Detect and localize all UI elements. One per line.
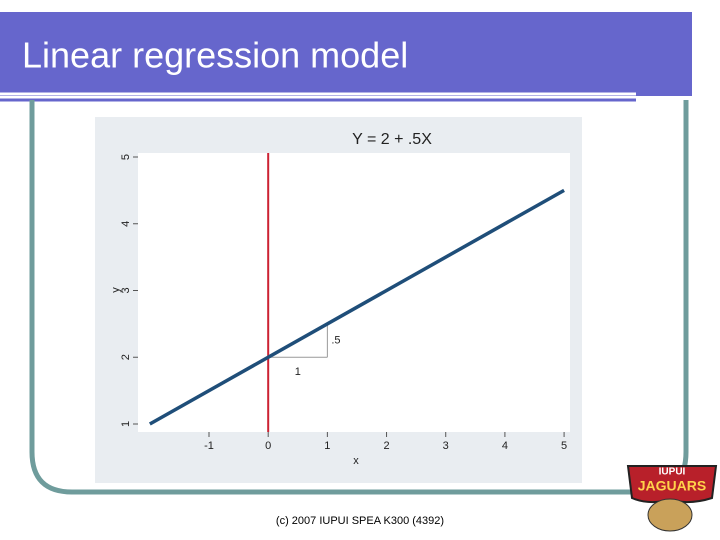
y-tick-label: 2: [120, 354, 132, 360]
logo-text: IUPUI: [659, 467, 686, 478]
x-tick-label: 1: [324, 440, 330, 452]
logo: IUPUI JAGUARS: [626, 465, 718, 532]
chart-title: Y = 2 + .5X: [352, 131, 432, 148]
x-tick-label: 0: [265, 440, 271, 452]
y-tick-label: 1: [120, 421, 132, 427]
x-tick-label: 5: [561, 440, 567, 452]
title-bar: [0, 12, 692, 96]
x-tick-label: -1: [204, 440, 214, 452]
x-tick-label: 2: [383, 440, 389, 452]
slide-title: Linear regression model: [22, 35, 408, 76]
y-tick-label: 3: [120, 287, 132, 293]
slope-rise-label: .5: [331, 334, 340, 346]
logo-jaguar: [647, 498, 693, 532]
slope-run-label: 1: [295, 366, 301, 378]
x-axis-label: x: [353, 455, 359, 467]
footer: (c) 2007 IUPUI SPEA K300 (4392): [276, 515, 444, 527]
y-tick-label: 5: [120, 154, 132, 160]
y-tick-label: 4: [120, 221, 132, 227]
x-tick-label: 4: [502, 440, 508, 452]
y-axis-label: y: [110, 287, 122, 293]
regression-line: [148, 188, 565, 426]
plot-area: [138, 153, 570, 432]
x-tick-label: 3: [443, 440, 449, 452]
logo-text: JAGUARS: [638, 478, 706, 494]
